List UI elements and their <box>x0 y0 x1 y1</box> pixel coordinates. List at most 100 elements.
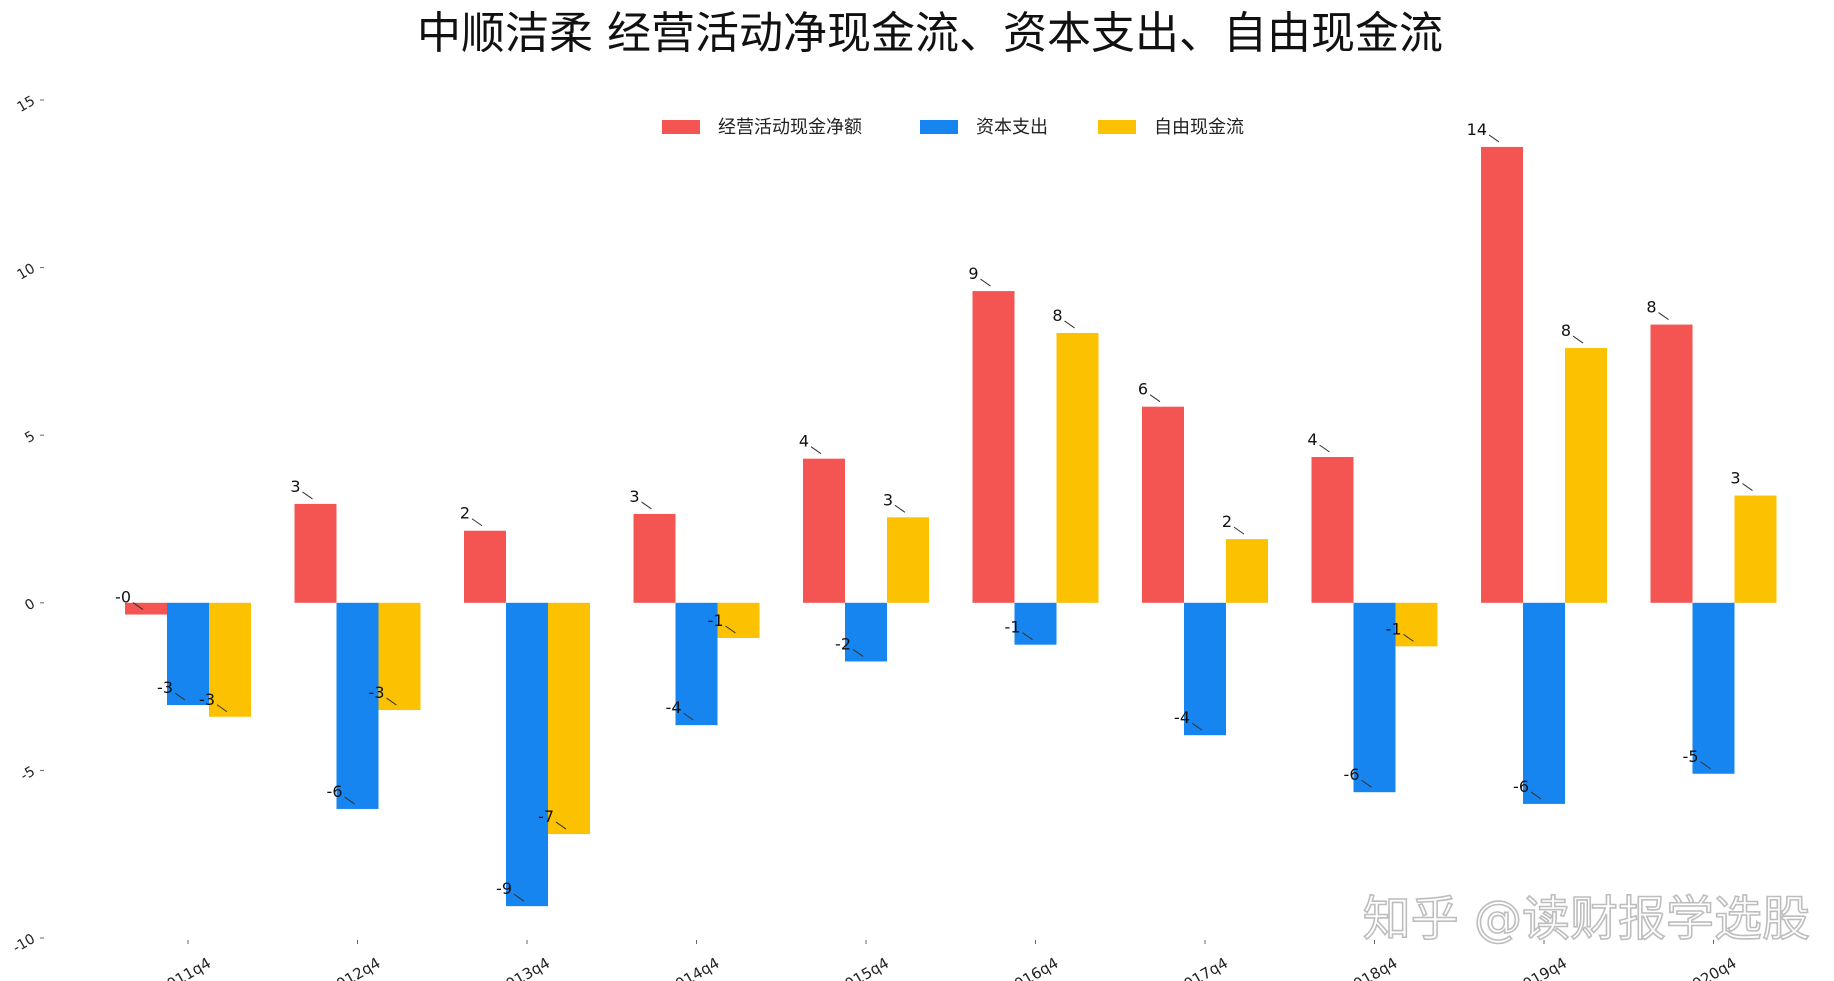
bar-3-2019q4 <box>1565 348 1607 603</box>
legend-swatch-1 <box>662 120 700 134</box>
bar-2-2014q4 <box>675 602 718 726</box>
data-label-leader <box>1742 483 1753 491</box>
data-label-leader <box>1022 632 1033 641</box>
data-label: 3 <box>883 490 893 509</box>
data-label-leader <box>513 893 525 902</box>
data-label: -2 <box>835 634 851 653</box>
data-label-leader <box>555 821 567 830</box>
legend-swatch-2 <box>920 120 958 134</box>
x-tick-label: 2017q4 <box>1172 954 1231 981</box>
legend-label-2: 资本支出 <box>976 117 1048 138</box>
data-label-leader <box>683 712 694 721</box>
data-label-leader <box>1149 394 1161 403</box>
y-tick-label: -5 <box>18 763 38 784</box>
data-label-leader <box>132 602 144 610</box>
watermark-text: 知乎 @读财报学选股 <box>1363 891 1810 947</box>
y-axis: 15 10 5 0 -5 -10 <box>10 93 44 956</box>
y-tick-label: 0 <box>22 596 38 614</box>
x-tick-label: 2011q4 <box>155 954 214 981</box>
y-tick-label: 10 <box>15 261 38 284</box>
bar-1-2011q4 <box>125 602 167 615</box>
bar-2-2019q4 <box>1523 602 1565 804</box>
data-label-leader <box>386 697 397 706</box>
bar-2-2017q4 <box>1184 602 1226 736</box>
data-label: -1 <box>1005 618 1021 637</box>
data-label-leader <box>894 504 906 513</box>
bar-3-2015q4 <box>887 517 929 603</box>
y-tick-label: 5 <box>22 428 38 446</box>
data-label: -3 <box>369 683 385 702</box>
data-label: 8 <box>1646 298 1656 317</box>
data-label-leader <box>1064 320 1075 329</box>
data-label: 2 <box>1222 512 1232 531</box>
bar-1-2017q4 <box>1142 406 1184 603</box>
data-label-leader <box>471 518 483 527</box>
x-tick-label: 2016q4 <box>1003 954 1062 981</box>
data-label: 4 <box>799 432 809 451</box>
data-label-leader <box>344 796 355 805</box>
data-label: 4 <box>1307 430 1317 449</box>
bar-1-2018q4 <box>1311 456 1354 603</box>
bar-2-2016q4 <box>1014 602 1057 645</box>
data-label: -3 <box>199 690 215 709</box>
data-label-leader <box>174 692 186 701</box>
x-tick-label: 2013q4 <box>494 954 553 981</box>
bar-3-2012q4 <box>378 602 421 711</box>
bar-3-2013q4 <box>548 602 590 835</box>
data-labels-group: -0 3 2 3 4 9 6 4 14 8 -3 -6 -9 -4 -2 -1 -4 -6 -6 -5 -3 -3 -7 -1… <box>115 120 1753 902</box>
x-tick-label: 2020q4 <box>1681 954 1740 981</box>
data-label: -5 <box>1683 747 1699 766</box>
bar-1-2020q4 <box>1650 324 1693 603</box>
data-label-leader <box>1488 134 1500 143</box>
x-tick-label: 2015q4 <box>833 954 892 981</box>
bar-2-2020q4 <box>1692 602 1735 774</box>
data-label-leader <box>1572 335 1584 344</box>
data-label: 8 <box>1052 306 1062 325</box>
data-label: -6 <box>327 782 343 801</box>
data-label: -1 <box>708 611 724 630</box>
data-label-leader <box>302 491 313 500</box>
bar-2-2012q4 <box>336 602 379 809</box>
bar-3-2020q4 <box>1734 495 1777 603</box>
data-label: -4 <box>1174 708 1190 727</box>
data-label: -6 <box>1513 777 1529 796</box>
data-label-leader <box>216 704 228 713</box>
data-label-leader <box>1319 444 1330 453</box>
data-label-leader <box>810 446 822 455</box>
data-label: -4 <box>666 698 682 717</box>
data-label: 8 <box>1561 321 1571 340</box>
legend-swatch-3 <box>1098 120 1136 134</box>
data-label: 9 <box>968 264 978 283</box>
data-label-leader <box>980 278 991 287</box>
chart-legend: 经营活动现金净额 资本支出 自由现金流 <box>662 117 1244 138</box>
legend-label-1: 经营活动现金净额 <box>718 117 862 138</box>
data-label: -6 <box>1344 765 1360 784</box>
bar-3-2014q4 <box>717 602 760 638</box>
bar-2-2013q4 <box>506 602 548 907</box>
chart-title: 中顺洁柔 经营活动净现金流、资本支出、自由现金流 <box>417 8 1443 59</box>
bars-group <box>125 146 1777 907</box>
bar-2-2018q4 <box>1353 602 1396 793</box>
bar-1-2014q4 <box>633 513 676 603</box>
data-label: 6 <box>1138 380 1148 399</box>
data-label: -0 <box>115 588 131 607</box>
bar-1-2015q4 <box>803 458 845 603</box>
bar-2-2015q4 <box>845 602 887 662</box>
bar-2-2011q4 <box>167 602 209 706</box>
bar-1-2019q4 <box>1481 146 1523 603</box>
data-label: 2 <box>460 504 470 523</box>
data-label: -7 <box>538 807 554 826</box>
data-label: 3 <box>1730 469 1740 488</box>
data-label-leader <box>852 649 864 657</box>
data-label: 3 <box>629 487 639 506</box>
bar-3-2017q4 <box>1226 539 1268 603</box>
data-label-leader <box>1530 791 1542 800</box>
bar-3-2011q4 <box>209 602 251 717</box>
bar-1-2013q4 <box>464 530 506 603</box>
data-label: 14 <box>1467 120 1487 139</box>
data-label-leader <box>725 625 736 634</box>
data-label: -9 <box>496 879 512 898</box>
bar-1-2012q4 <box>294 503 337 603</box>
data-label-leader <box>1700 761 1711 770</box>
